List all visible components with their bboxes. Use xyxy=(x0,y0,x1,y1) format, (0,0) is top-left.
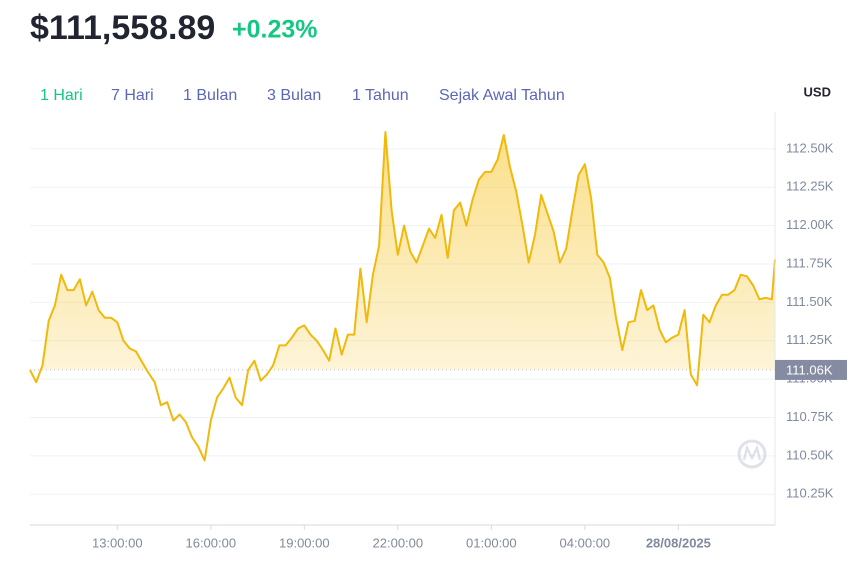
timeframe-tab[interactable]: 1 Tahun xyxy=(352,87,409,104)
y-tick-label: 112.00K xyxy=(786,217,834,232)
x-tick-label: 16:00:00 xyxy=(185,535,236,550)
y-tick-label: 110.25K xyxy=(786,486,834,501)
currency: USD xyxy=(804,84,831,99)
price-line xyxy=(29,131,776,462)
current-price-badge xyxy=(775,359,847,380)
axes: 110.25K110.50K110.75K111.00K111.25K111.5… xyxy=(92,140,847,550)
x-tick-label: 19:00:00 xyxy=(279,535,330,550)
watermark xyxy=(737,439,767,469)
y-tick-label: 111.25K xyxy=(786,332,833,347)
timeframe-tab[interactable]: 7 Hari xyxy=(111,87,154,104)
price-change: +0.23% xyxy=(232,16,318,44)
timeframe-tab[interactable]: 1 Bulan xyxy=(183,87,237,104)
timeframe-tabs: 1 Hari 7 Hari 1 Bulan 3 Bulan 1 Tahun Sejak A… xyxy=(40,87,565,104)
timeframe-tab[interactable]: 3 Bulan xyxy=(267,87,321,104)
current-price-label: 111.06K xyxy=(786,362,833,377)
y-tick-label: 110.75K xyxy=(786,409,834,424)
timeframe-tab[interactable]: 1 Hari xyxy=(40,87,83,104)
y-tick-label: 112.25K xyxy=(786,179,834,194)
y-tick-label: 112.50K xyxy=(786,140,834,155)
x-tick-label: 22:00:00 xyxy=(373,535,424,550)
x-tick-label: 01:00:00 xyxy=(466,535,517,550)
x-tick-label: 13:00:00 xyxy=(92,535,143,550)
price-area xyxy=(30,132,775,370)
y-tick-label: 111.50K xyxy=(786,294,833,309)
plot xyxy=(29,131,776,462)
y-tick-label: 111.75K xyxy=(786,255,833,270)
y-tick-label: 110.50K xyxy=(786,447,834,462)
x-tick-label: 28/08/2025 xyxy=(646,535,711,550)
x-tick-label: 04:00:00 xyxy=(560,535,611,550)
price: $111,558.89 xyxy=(30,9,215,47)
timeframe-tab[interactable]: Sejak Awal Tahun xyxy=(439,87,565,104)
